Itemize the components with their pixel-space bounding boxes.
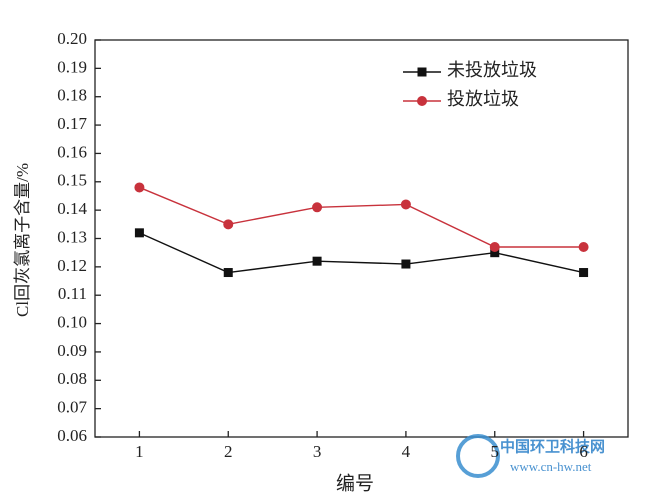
data-point xyxy=(490,248,500,258)
x-tick-label: 1 xyxy=(135,442,144,461)
series-line xyxy=(139,232,584,274)
y-tick-label: 0.13 xyxy=(57,227,87,246)
data-point xyxy=(579,268,589,278)
series-line xyxy=(139,186,584,248)
x-tick-label: 3 xyxy=(313,442,322,461)
data-point xyxy=(400,199,411,210)
data-point xyxy=(223,268,233,278)
y-tick-label: 0.17 xyxy=(57,114,87,133)
plot-frame xyxy=(94,39,629,438)
y-tick-label: 0.12 xyxy=(57,256,87,275)
legend-label: 未投放垃圾 xyxy=(447,60,537,80)
y-tick-label: 0.08 xyxy=(57,369,87,388)
x-tick-label: 2 xyxy=(224,442,233,461)
watermark-url: www.cn-hw.net xyxy=(510,459,592,474)
legend-marker xyxy=(417,96,427,106)
y-axis-title: Cl回灰氯离子含量/% xyxy=(13,163,32,317)
y-tick-label: 0.19 xyxy=(57,57,87,76)
y-tick-label: 0.09 xyxy=(57,341,87,360)
legend-label: 投放垃圾 xyxy=(447,89,519,109)
y-tick-label: 0.06 xyxy=(57,426,87,445)
y-tick-label: 0.18 xyxy=(57,86,87,105)
y-tick-label: 0.15 xyxy=(57,171,87,190)
x-tick-label: 4 xyxy=(402,442,411,461)
x-tick-label: 5 xyxy=(491,442,500,461)
data-point xyxy=(489,242,500,253)
data-point xyxy=(312,202,323,213)
data-point xyxy=(134,182,145,193)
data-point xyxy=(578,242,589,253)
data-point xyxy=(401,259,411,269)
data-point xyxy=(223,219,234,230)
y-tick-label: 0.14 xyxy=(57,199,87,218)
y-tick-label: 0.16 xyxy=(57,142,87,161)
watermark: 中国环卫科技网 www.cn-hw.net xyxy=(456,434,605,478)
y-tick-label: 0.20 xyxy=(57,29,87,48)
data-point xyxy=(312,256,322,266)
x-axis-title: 编号 xyxy=(336,472,374,494)
y-tick-label: 0.07 xyxy=(57,398,87,417)
x-tick-label: 6 xyxy=(579,442,588,461)
y-tick-label: 0.10 xyxy=(57,312,87,331)
watermark-site: 中国环卫科技网 xyxy=(500,437,605,455)
legend-marker xyxy=(417,67,427,77)
y-tick-label: 0.11 xyxy=(58,284,87,303)
data-point xyxy=(134,228,144,238)
watermark-logo xyxy=(456,434,500,478)
